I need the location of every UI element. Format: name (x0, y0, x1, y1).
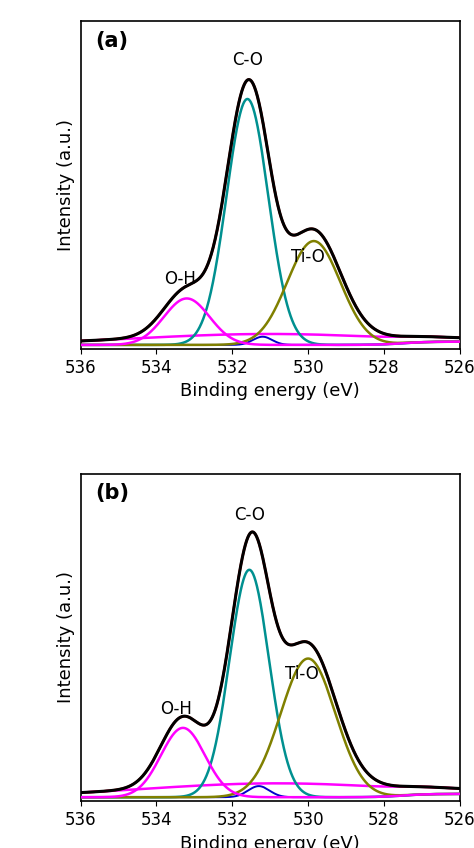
Text: C-O: C-O (234, 505, 265, 524)
X-axis label: Binding energy (eV): Binding energy (eV) (180, 382, 360, 400)
Text: O-H: O-H (161, 700, 192, 718)
Y-axis label: Intensity (a.u.): Intensity (a.u.) (57, 119, 75, 251)
Text: C-O: C-O (232, 52, 263, 70)
Text: O-H: O-H (164, 271, 196, 288)
Text: (a): (a) (96, 31, 129, 51)
Text: Ti-O: Ti-O (291, 248, 325, 266)
X-axis label: Binding energy (eV): Binding energy (eV) (180, 834, 360, 848)
Text: (b): (b) (96, 483, 130, 504)
Y-axis label: Intensity (a.u.): Intensity (a.u.) (57, 572, 75, 704)
Text: Ti-O: Ti-O (285, 666, 319, 683)
